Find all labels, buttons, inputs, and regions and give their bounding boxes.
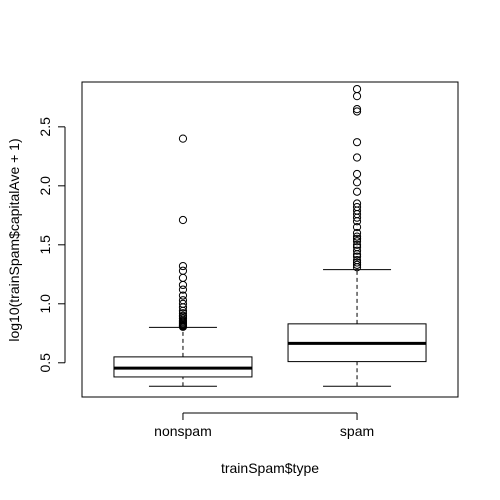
outlier-point [178,215,188,225]
outlier-point [352,228,362,238]
box-group-nonspam [113,134,253,387]
outlier-point [178,273,188,282]
outlier-point [352,107,362,116]
outlier-point [352,243,362,252]
outlier-point [352,178,362,187]
outlier-point [178,134,188,143]
outlier-point [178,291,188,300]
outlier-point [352,223,362,232]
outlier-point [352,169,362,179]
x-tick-label-spam: spam [340,423,374,439]
outlier-point [352,153,362,162]
outlier-point [178,285,188,294]
outlier-point [178,311,188,320]
outlier-point [352,105,362,114]
boxes-layer [113,84,427,387]
outlier-point [178,299,188,308]
y-tick-label: 1.5 [37,235,53,255]
outlier-point [352,92,362,101]
outlier-point [352,202,362,212]
outlier-point [352,246,362,255]
y-tick-label: 1.0 [37,294,53,314]
y-tick-label: 2.5 [37,117,53,137]
outlier-point [178,296,188,305]
outlier-point [352,256,362,265]
plot-frame [81,81,459,398]
x-tick-label-nonspam: nonspam [154,423,212,439]
outlier-point [352,260,362,269]
outlier-point [352,252,362,261]
outlier-point [352,240,362,249]
outlier-point [352,232,362,241]
y-axis-label: log10(trainSpam$capitalAve + 1) [6,138,22,341]
box-group-spam [287,84,427,387]
outlier-point [352,258,362,267]
x-axis-label: trainSpam$type [221,460,319,476]
outlier-point [352,138,362,147]
outlier-point [178,261,188,271]
y-tick-label: 0.5 [37,353,53,373]
outlier-point [352,84,362,94]
outlier-point [352,187,362,196]
outlier-point [178,266,188,275]
y-tick-label: 2.0 [37,176,53,196]
outlier-point [178,309,188,318]
axes-layer: 0.5 1.0 1.5 2.0 2.5 nonspam spam [37,117,374,439]
outlier-point [352,234,362,244]
outlier-point [352,199,362,208]
outlier-point [352,237,362,246]
outlier-point [178,280,188,290]
